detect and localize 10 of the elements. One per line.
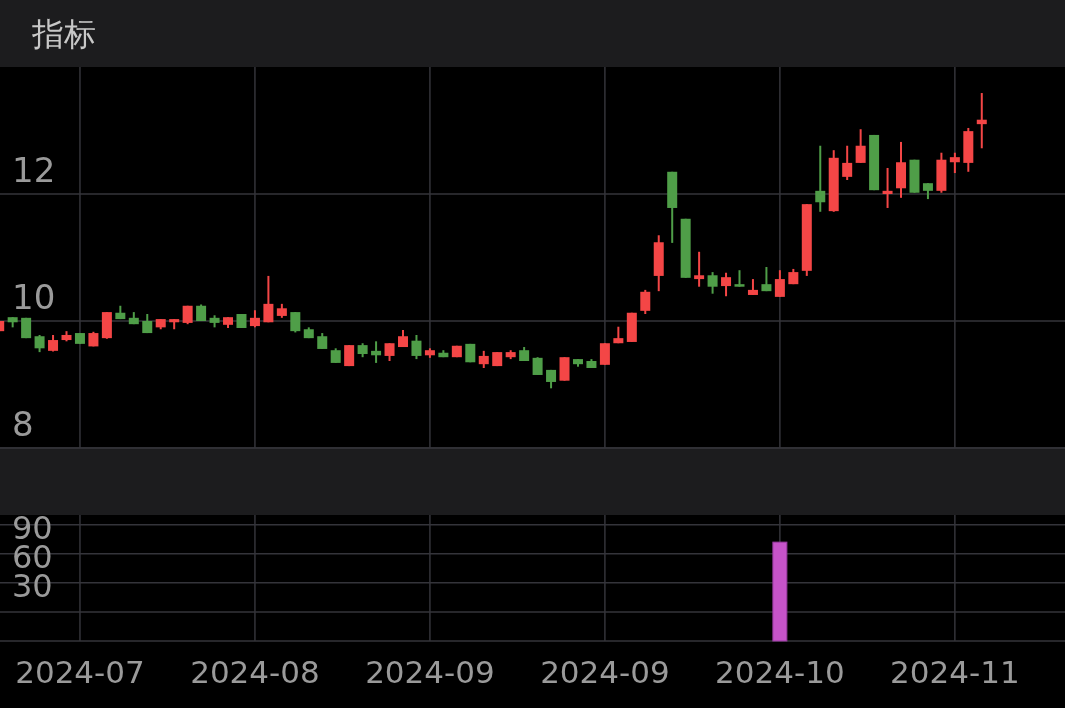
x-tick-label: 2024-09 [365,654,495,690]
y-tick-label: 10 [12,277,56,317]
x-tick-label: 2024-10 [715,654,845,690]
x-tick-label: 2024-11 [890,654,1020,690]
y-tick-label: 8 [12,404,34,444]
y-tick-label: 12 [12,150,56,190]
x-tick-label: 2024-09 [540,654,670,690]
chart-title: 指标 [31,14,96,53]
x-tick-label: 2024-08 [190,654,320,690]
x-tick-label: 2024-07 [15,654,145,690]
